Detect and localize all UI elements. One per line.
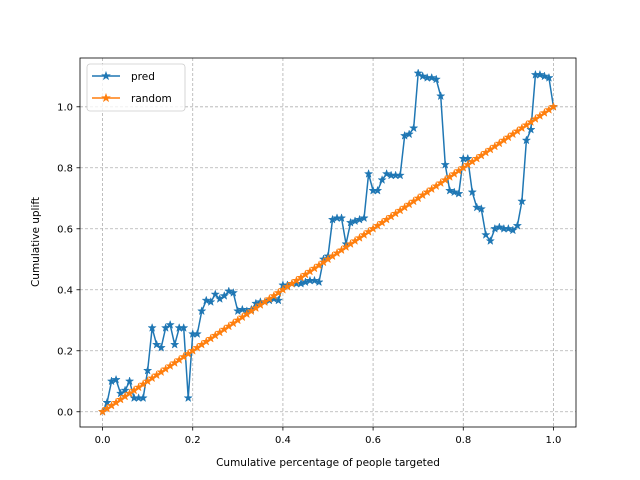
series-pred-point <box>431 74 441 84</box>
series-pred-point <box>151 339 162 349</box>
series-pred-point <box>417 71 428 81</box>
plot-area <box>80 58 576 427</box>
series-pred-point <box>508 225 518 235</box>
y-tick-label: 0.6 <box>57 224 73 235</box>
grid <box>80 58 576 427</box>
series-pred-point <box>273 295 284 305</box>
series-pred-point <box>147 322 157 332</box>
series-pred-point <box>454 188 464 198</box>
series-pred-point <box>517 196 527 206</box>
series-pred-point <box>372 185 383 195</box>
series-pred-point <box>206 297 216 306</box>
y-tick-label: 0.2 <box>57 346 73 357</box>
series-pred-point <box>526 124 536 134</box>
x-tick-label: 0.4 <box>275 435 291 446</box>
y-tick-label: 0.4 <box>57 285 73 296</box>
series-pred-point <box>544 72 554 82</box>
legend-pred-label: pred <box>131 71 155 83</box>
series-pred-point <box>178 322 189 332</box>
series-pred-point <box>408 123 419 133</box>
series-pred-point <box>237 304 248 314</box>
series-pred-point <box>440 159 450 169</box>
series-pred-point <box>183 393 193 403</box>
series-pred-point <box>445 185 455 195</box>
y-tick-label: 1.0 <box>57 102 73 113</box>
series-pred-point <box>472 202 482 212</box>
series-pred-point <box>228 287 239 297</box>
series-layer <box>97 68 559 416</box>
series-random-point <box>548 101 559 111</box>
series-pred-point <box>485 236 496 245</box>
series-pred-point <box>192 329 202 339</box>
plot-frame <box>79 57 577 428</box>
series-pred-point <box>467 187 478 197</box>
y-tick-label: 0.8 <box>57 163 73 174</box>
series-pred-point <box>535 69 545 79</box>
x-tick-label: 1.0 <box>546 435 562 446</box>
series-pred-point <box>314 277 324 287</box>
series-pred-point <box>336 213 347 223</box>
legend-pred-marker <box>101 70 111 81</box>
series-pred-point <box>436 91 446 101</box>
series-pred-point <box>503 223 514 233</box>
series-pred-point <box>142 365 153 375</box>
series-pred-point <box>111 374 121 384</box>
series-random <box>97 101 559 416</box>
series-pred-point <box>201 295 211 305</box>
legend: pred random <box>86 63 186 112</box>
series-pred-point <box>449 187 459 197</box>
series-pred-point <box>377 175 387 184</box>
series-pred-point <box>169 339 180 349</box>
legend-random-marker <box>101 92 111 103</box>
series-pred-point <box>539 71 550 81</box>
series-pred-point <box>395 170 405 180</box>
y-tick-label: 0.0 <box>57 407 73 418</box>
x-tick-label: 0.8 <box>455 435 471 446</box>
x-tick-label: 0.0 <box>95 435 111 446</box>
legend-random-label: random <box>131 93 172 105</box>
series-pred-point <box>309 275 320 285</box>
series-pred-point <box>494 222 505 232</box>
series-pred-point <box>165 319 175 329</box>
x-axis-label: Cumulative percentage of people targeted <box>216 457 440 469</box>
y-axis-label: Cumulative uplift <box>30 197 42 287</box>
series-pred-point <box>476 203 487 213</box>
series-pred-point <box>381 168 392 178</box>
series-pred-point <box>413 68 423 78</box>
x-tick-label: 0.6 <box>365 435 381 446</box>
series-pred-point <box>521 135 532 145</box>
series-pred-point <box>359 213 369 223</box>
series-pred-point <box>197 306 207 316</box>
x-tick-label: 0.2 <box>185 435 201 446</box>
series-pred-point <box>363 168 374 178</box>
series-pred-point <box>156 342 166 352</box>
series-pred-point <box>124 376 135 386</box>
series-pred-point <box>210 289 220 299</box>
series-pred-point <box>426 72 437 82</box>
ticks: 0.0 0.2 0.4 0.6 0.8 1.0 0.0 0.2 0.4 0.6 0.8 1.0 <box>57 102 561 446</box>
series-pred-point <box>138 393 148 403</box>
series-pred-point <box>224 286 234 296</box>
series-pred-point <box>219 290 230 300</box>
series-pred-point <box>481 229 491 239</box>
series-pred-point <box>512 220 523 230</box>
series-pred-point <box>404 129 414 139</box>
